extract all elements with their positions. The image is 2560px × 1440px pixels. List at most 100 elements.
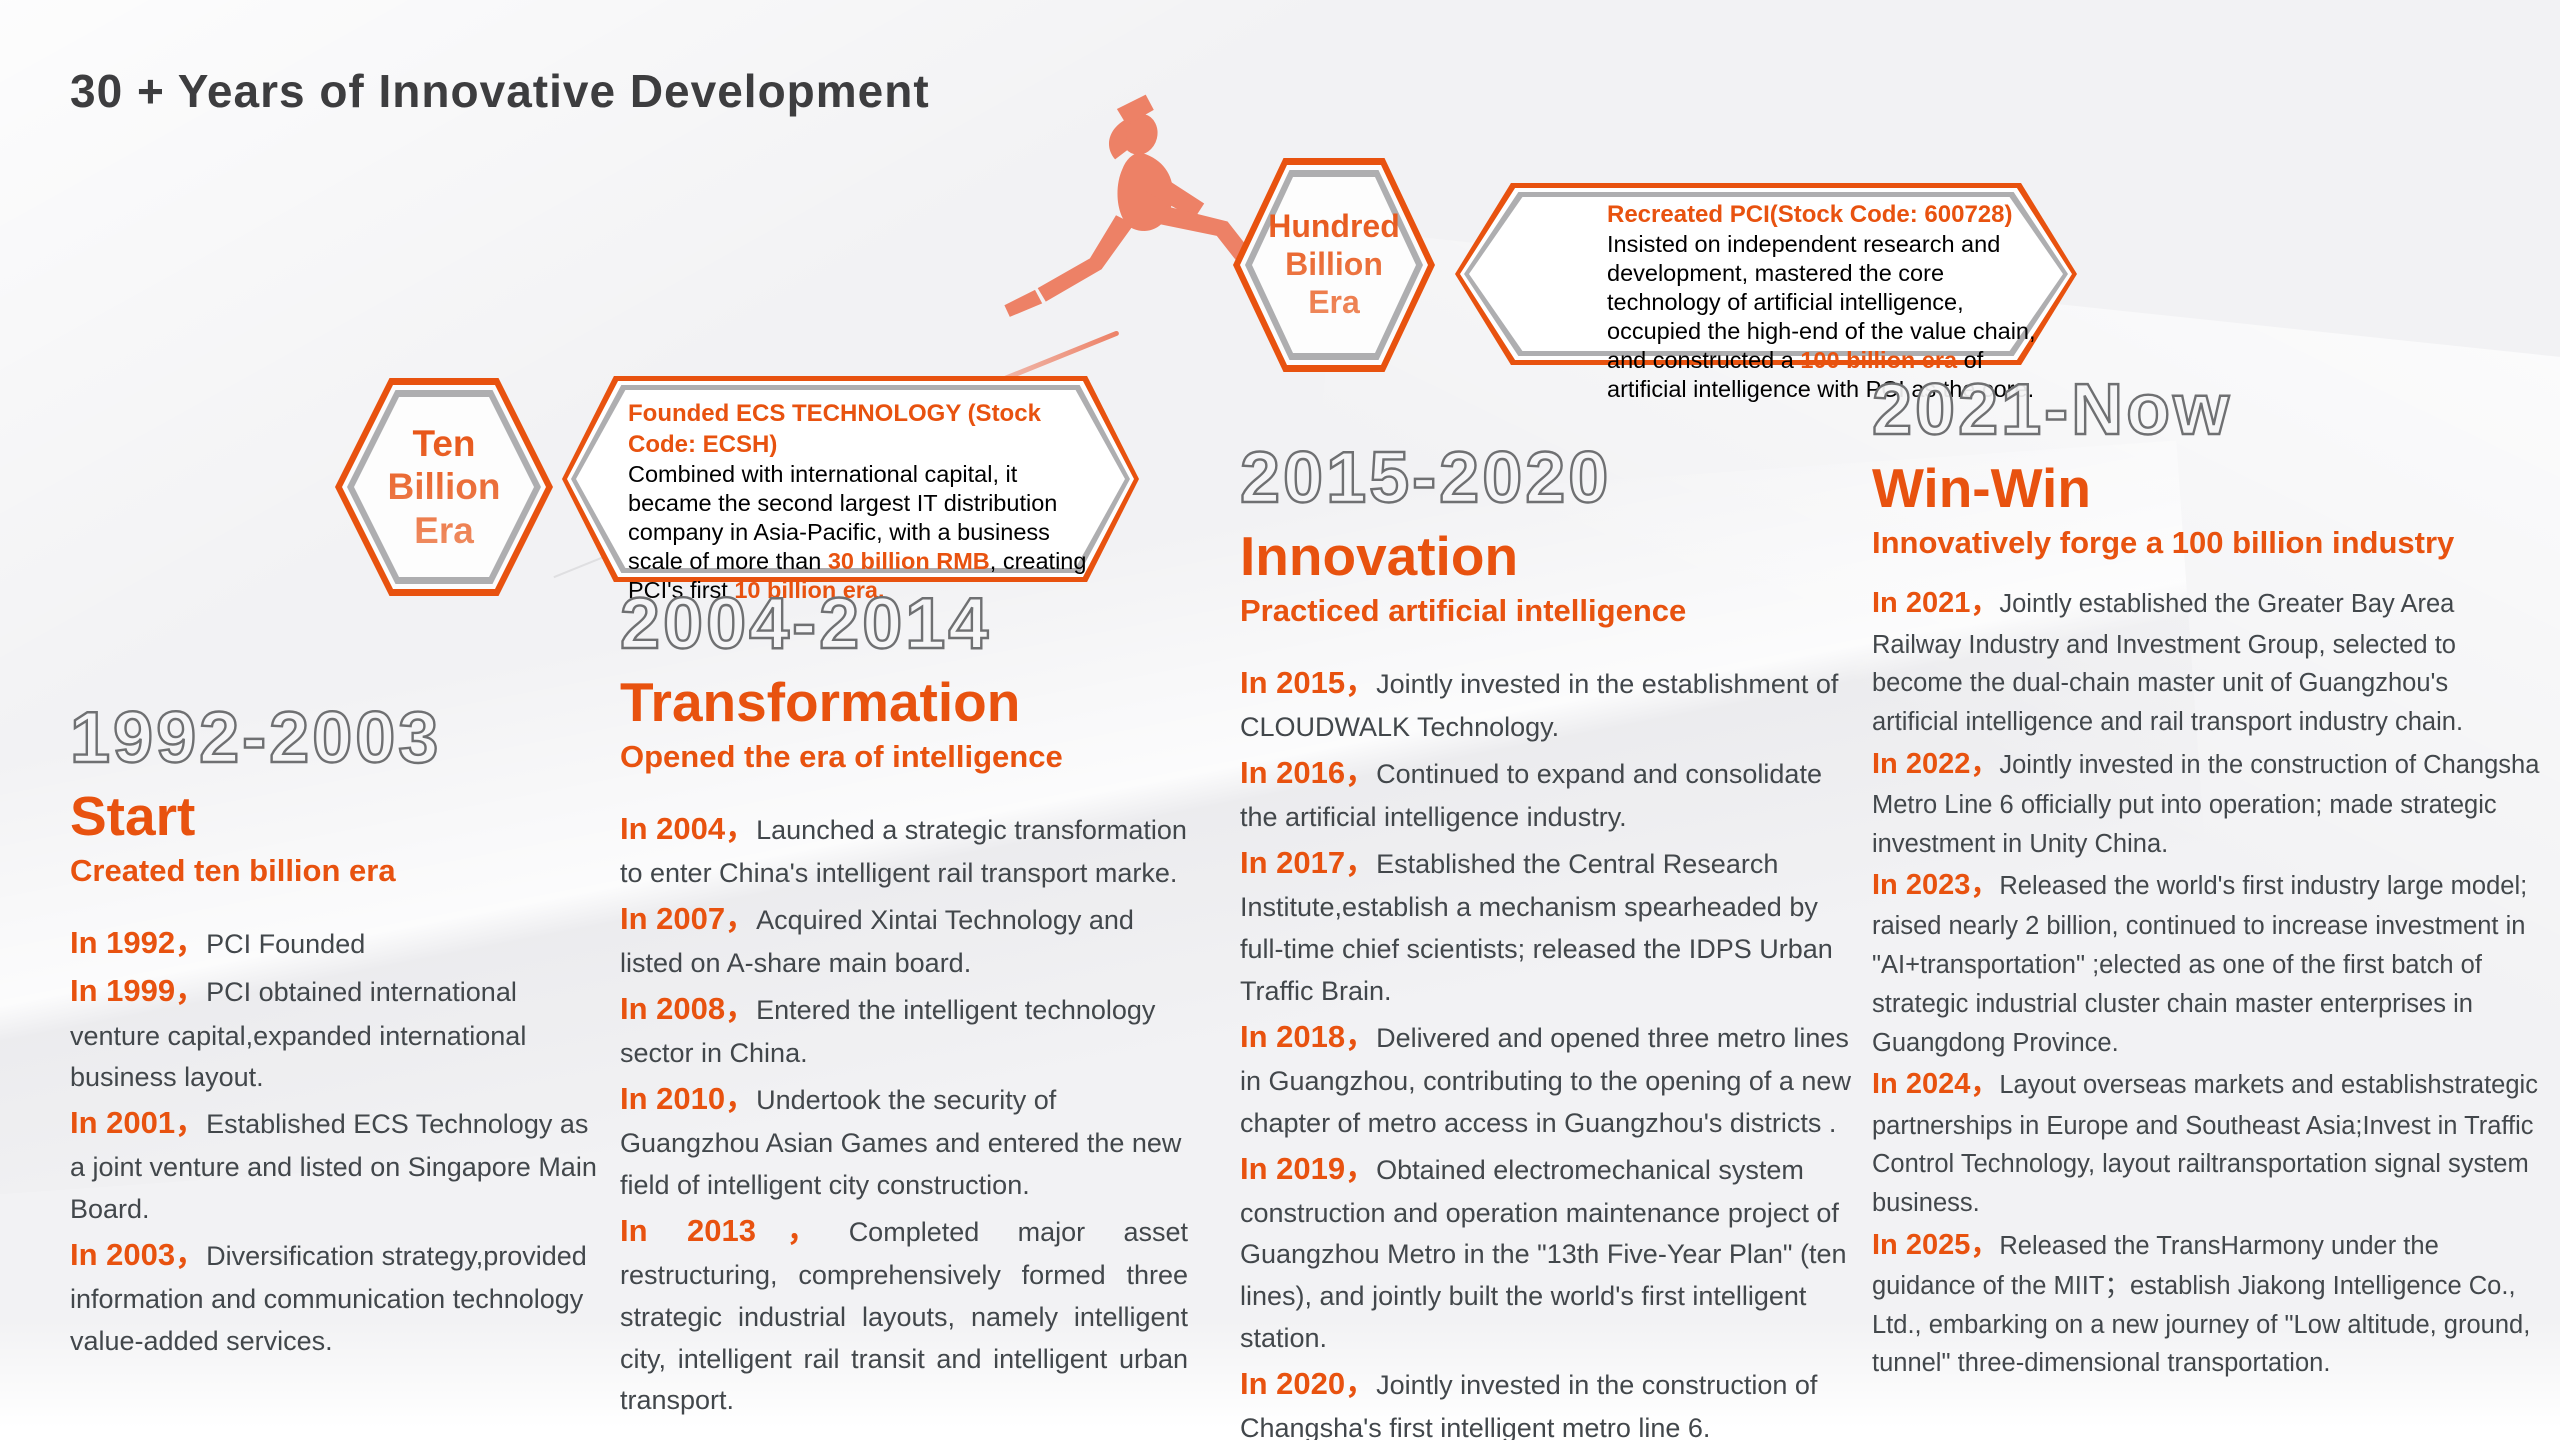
callout-content: Recreated PCI(Stock Code: 600728) Insist… [1455, 183, 2077, 402]
entry-text: Entered the intelligent technology secto… [620, 995, 1156, 1069]
entry-year: In 2022， [1872, 747, 2000, 780]
callout-title: Founded ECS TECHNOLOGY (Stock Code: ECSH… [628, 400, 1041, 459]
timeline-column: 2021-Now Win-Win Innovatively forge a 10… [1871, 370, 2540, 1383]
era-subtitle: Created ten billion era [70, 853, 396, 889]
timeline-entry: In 2020，Jointly invested in the construc… [1240, 1360, 1854, 1440]
entry-year: In 2021， [1872, 587, 2000, 620]
entry-text: Established the Central Research Institu… [1240, 849, 1833, 1006]
timeline-entry: In 2025，Released the TransHarmony under … [1872, 1223, 2540, 1383]
highlight-text: 10 billion era. [734, 576, 885, 603]
entry-text: Completed major asset restructuring, com… [620, 1216, 1189, 1416]
entry-year: In 2024， [1872, 1068, 2000, 1101]
entry-text: Jointly invested in the establishment of… [1240, 669, 1839, 743]
era-range: 2021-Now [1871, 370, 2233, 450]
callout-fill [576, 390, 1125, 568]
badge-ten-billion-era: Ten Billion Era [335, 378, 553, 596]
plain-text: Combined with international capital, it … [628, 461, 1058, 575]
timeline-entry: In 2004，Launched a strategic transformat… [620, 805, 1188, 895]
plain-text: of artificial intelligence with PCI as t… [1607, 346, 2035, 402]
timeline-entries: In 2015，Jointly invested in the establis… [1240, 659, 1854, 1440]
page-title: 30 + Years of Innovative Development [70, 65, 930, 117]
entry-text: Obtained electromechanical system constr… [1240, 1154, 1847, 1354]
era-title: Win-Win [1872, 456, 2091, 519]
era-range: 2004-2014 [619, 584, 992, 664]
entry-text: Undertook the security of Guangzhou Asia… [620, 1085, 1182, 1200]
timeline-entry: In 2016，Continued to expand and consolid… [1240, 749, 1854, 839]
timeline-entry: In 2021，Jointly established the Greater … [1872, 581, 2540, 741]
timeline-entry: In 2003，Diversification strategy,provide… [70, 1231, 598, 1363]
entry-text: Released the TransHarmony under the guid… [1872, 1231, 2531, 1378]
timeline-column: 2015-2020 Innovation Practiced artificia… [1239, 438, 1854, 1440]
entry-year: In 2003， [70, 1236, 207, 1272]
runner-silhouette-icon [955, 82, 1295, 352]
timeline-entry: In 2018，Delivered and opened three metro… [1240, 1013, 1854, 1145]
entry-year: In 2004， [620, 811, 757, 847]
entry-text: Acquired Xintai Technology and listed on… [620, 905, 1134, 979]
entry-year: In 2017， [1240, 845, 1377, 881]
entry-year: In 2016， [1240, 755, 1377, 791]
callout-fill [1469, 197, 2063, 351]
callout-recreated-pci: Recreated PCI(Stock Code: 600728) Insist… [1455, 183, 2077, 402]
entry-text: Launched a strategic transformation to e… [620, 815, 1187, 889]
entry-text: Jointly invested in the construction of … [1872, 750, 2540, 858]
timeline-column: 1992-2003 Start Created ten billion era … [69, 698, 598, 1363]
entry-text: Delivered and opened three metro lines i… [1240, 1022, 1851, 1138]
entry-text: Jointly invested in the construction of … [1240, 1369, 1818, 1440]
hexagon-fill [354, 397, 534, 577]
entry-year: In 2020， [1240, 1365, 1377, 1401]
entry-text: Diversification strategy,provided inform… [70, 1240, 587, 1356]
timeline-entry: In 2007，Acquired Xintai Technology and l… [620, 895, 1188, 985]
entry-year: In 2001， [70, 1105, 207, 1141]
timeline-entry: In 2008，Entered the intelligent technolo… [620, 985, 1188, 1075]
entry-year: In 2019， [1240, 1150, 1377, 1186]
highlight-text: 100 billion era [1800, 346, 1958, 373]
timeline-column: 2004-2014 Transformation Opened the era … [619, 584, 1188, 1422]
era-subtitle: Practiced artificial intelligence [1240, 593, 1687, 629]
timeline-entry: In 2015，Jointly invested in the establis… [1240, 659, 1854, 749]
timeline-entry: In 2013，Completed major asset restructur… [620, 1207, 1188, 1422]
entry-year: In 2023， [1872, 869, 2000, 902]
timeline-entry: In 2017，Established the Central Research… [1240, 839, 1854, 1013]
timeline-entries: In 2004，Launched a strategic transformat… [620, 805, 1188, 1422]
entry-year: In 2018， [1240, 1018, 1377, 1054]
timeline-entry: In 1999，PCI obtained international ventu… [70, 967, 598, 1099]
era-title: Transformation [620, 670, 1021, 733]
entry-year: In 2015， [1240, 665, 1377, 701]
era-subtitle: Opened the era of intelligence [620, 739, 1063, 775]
timeline-entries: In 2021，Jointly established the Greater … [1872, 581, 2540, 1383]
callout-ecs-technology: Founded ECS TECHNOLOGY (Stock Code: ECSH… [562, 376, 1139, 603]
entry-text: PCI Founded [206, 929, 366, 960]
entry-year: In 2008， [620, 991, 757, 1027]
era-subtitle: Innovatively forge a 100 billion industr… [1872, 525, 2455, 561]
entry-text: Continued to expand and consolidate the … [1240, 759, 1822, 833]
timeline-entry: In 2023，Released the world's first indus… [1872, 863, 2540, 1062]
callout-title: Recreated PCI(Stock Code: 600728) [1607, 201, 2013, 228]
timeline-entry: In 2024，Layout overseas markets and esta… [1872, 1062, 2540, 1222]
entry-year: In 1999， [70, 973, 207, 1009]
era-range: 2015-2020 [1239, 438, 1612, 518]
badge-hundred-billion-era: Hundred Billion Era [1233, 158, 1435, 372]
timeline-entries: In 1992，PCI Founded In 1999，PCI obtained … [70, 919, 598, 1362]
entry-text: Released the world's first industry larg… [1872, 872, 2528, 1057]
timeline-entry: In 1992，PCI Founded [70, 919, 598, 967]
timeline-entry: In 2001，Established ECS Technology as a … [70, 1099, 598, 1231]
entry-text: Established ECS Technology as a joint ve… [70, 1109, 597, 1225]
entry-year: In 2010， [620, 1081, 757, 1117]
callout-body: Combined with international capital, it … [628, 460, 1091, 604]
plain-text: Insisted on independent research and dev… [1607, 231, 2036, 373]
entry-year: In 1992， [70, 925, 207, 961]
highlight-text: 30 billion RMB [827, 548, 990, 575]
entry-year: In 2007， [620, 901, 757, 937]
entry-text: Jointly established the Greater Bay Area… [1872, 590, 2464, 737]
timeline-entry: In 2010，Undertook the security of Guangz… [620, 1075, 1188, 1207]
entry-text: PCI obtained international venture capit… [70, 977, 527, 1093]
hexagon-fill [1252, 177, 1416, 353]
era-title: Innovation [1240, 524, 1519, 587]
era-title: Start [70, 784, 196, 847]
timeline-entry: In 2019，Obtained electromechanical syste… [1240, 1145, 1854, 1360]
callout-content: Founded ECS TECHNOLOGY (Stock Code: ECSH… [562, 376, 1139, 603]
plain-text: , creating PCI's first [628, 548, 1087, 603]
timeline-entry: In 2022，Jointly invested in the construc… [1872, 742, 2540, 864]
